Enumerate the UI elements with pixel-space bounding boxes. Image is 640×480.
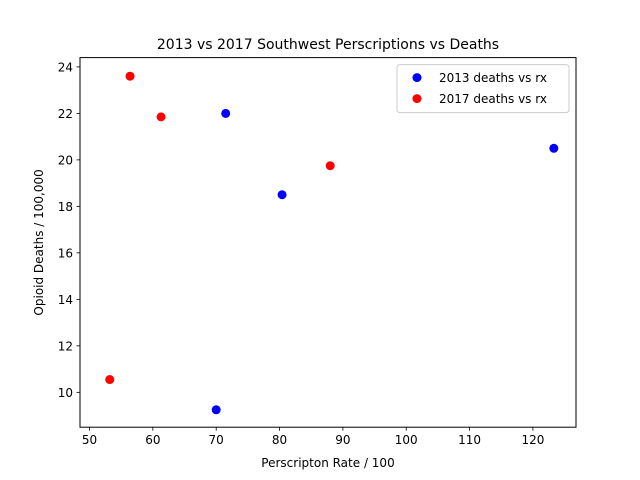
data-points (105, 71, 559, 415)
x-axis-label: Perscripton Rate / 100 (261, 456, 394, 470)
y-axis-label: Opioid Deaths / 100,000 (32, 169, 46, 315)
y-tick-label: 24 (58, 60, 73, 74)
point-series-2 (125, 71, 135, 81)
point-series-2 (325, 161, 335, 171)
y-tick-label: 12 (58, 339, 73, 353)
point-series-1 (549, 143, 559, 153)
y-tick-label: 14 (58, 293, 73, 307)
x-tick-label: 100 (395, 433, 418, 447)
x-tick-label: 60 (145, 433, 160, 447)
x-tick-label: 80 (272, 433, 287, 447)
legend-marker (412, 73, 422, 83)
legend-label: 2013 deaths vs rx (439, 71, 547, 85)
point-series-2 (105, 375, 115, 385)
x-tick-label: 110 (458, 433, 481, 447)
y-tick-label: 22 (58, 107, 73, 121)
y-tick-label: 10 (58, 386, 73, 400)
chart-title: 2013 vs 2017 Southwest Perscriptions vs … (157, 37, 499, 53)
legend: 2013 deaths vs rx 2017 deaths vs rx (396, 64, 570, 114)
y-tick-label: 18 (58, 200, 73, 214)
x-tick-label: 120 (521, 433, 544, 447)
plot-area-frame (79, 57, 577, 428)
point-series-1 (277, 190, 287, 200)
legend-marker (412, 94, 422, 104)
x-tick-label: 70 (209, 433, 224, 447)
y-axis: 10 12 14 16 18 20 22 24 (58, 60, 80, 400)
legend-label: 2017 deaths vs rx (439, 92, 547, 106)
point-series-2 (156, 112, 166, 122)
y-tick-label: 16 (58, 246, 73, 260)
x-tick-label: 90 (335, 433, 350, 447)
point-series-1 (221, 108, 231, 118)
y-tick-label: 20 (58, 153, 73, 167)
x-axis: 50 60 70 80 90 100 110 120 (82, 427, 544, 447)
point-series-1 (211, 405, 221, 415)
legend-box (396, 64, 570, 114)
x-tick-label: 50 (82, 433, 97, 447)
